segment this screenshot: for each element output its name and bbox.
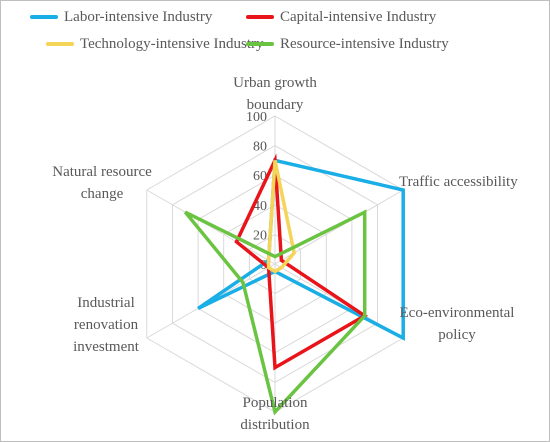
- axis-label-6: Natural resource change: [52, 164, 152, 202]
- axis-label-4-line-1: Population: [242, 395, 308, 411]
- legend-item-labor: Labor-intensive Industry: [30, 8, 212, 26]
- legend-label-technology: Technology-intensive Industry: [80, 35, 264, 52]
- axis-label-1-line-2: boundary: [247, 97, 304, 113]
- legend-swatch-capital: [246, 15, 274, 19]
- tick-label-60: 60: [253, 169, 267, 184]
- legend-swatch-technology: [46, 42, 74, 46]
- legend-label-resource: Resource-intensive Industry: [280, 35, 449, 52]
- axis-label-2-line-1: Traffic accessibility: [399, 174, 518, 190]
- legend-item-capital: Capital-intensive Industry: [246, 8, 436, 26]
- grid-spoke-6: [146, 189, 276, 265]
- tick-label-20: 20: [253, 228, 267, 243]
- axis-label-2: Traffic accessibility: [399, 174, 518, 190]
- axis-label-4-line-2: distribution: [240, 417, 310, 433]
- axis-label-5: Industrial renovation investment: [73, 295, 140, 355]
- axis-label-4: Population distribution: [240, 395, 310, 433]
- axis-label-5-line-2: renovation: [74, 317, 139, 333]
- legend: Labor-intensive Industry Capital-intensi…: [1, 1, 549, 61]
- axis-label-3-line-1: Eco-environmental: [400, 305, 515, 321]
- tick-label-100: 100: [246, 110, 267, 125]
- legend-swatch-resource: [246, 42, 274, 46]
- axis-label-3: Eco-environmental policy: [400, 305, 515, 343]
- series-line-technology: [266, 160, 297, 274]
- axis-label-6-line-1: Natural resource: [52, 164, 152, 180]
- axis-label-3-line-2: policy: [438, 327, 476, 343]
- legend-swatch-labor: [30, 15, 58, 19]
- legend-item-resource: Resource-intensive Industry: [246, 35, 449, 53]
- legend-label-labor: Labor-intensive Industry: [64, 8, 213, 25]
- axis-label-5-line-3: investment: [73, 339, 140, 355]
- grid-spoke-2: [274, 189, 404, 265]
- tick-label-80: 80: [253, 140, 267, 155]
- axis-label-6-line-2: change: [81, 186, 124, 202]
- series-line-resource: [183, 209, 367, 416]
- legend-item-technology: Technology-intensive Industry: [46, 35, 264, 53]
- axis-label-1-line-1: Urban growth: [233, 75, 317, 91]
- axis-label-1: Urban growth boundary: [233, 75, 317, 113]
- legend-label-capital: Capital-intensive Industry: [280, 8, 437, 25]
- series-line-capital: [234, 153, 369, 371]
- axis-label-5-line-1: Industrial: [77, 295, 135, 311]
